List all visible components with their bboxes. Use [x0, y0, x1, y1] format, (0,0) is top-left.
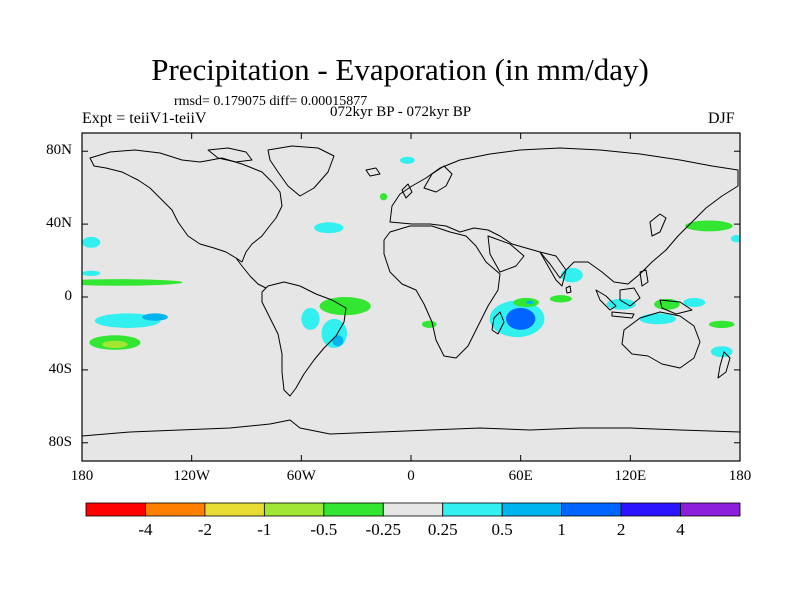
- colorbar-swatch: [145, 502, 206, 517]
- anomaly-patch: [639, 313, 677, 325]
- colorbar-label: 0.25: [427, 520, 458, 539]
- anomaly-patch: [506, 307, 536, 330]
- anomaly-patch: [708, 320, 735, 328]
- y-tick-label: 80S: [48, 433, 72, 450]
- anomaly-patch: [314, 222, 344, 234]
- coastline-africa: [383, 225, 501, 359]
- coastlines: [82, 145, 740, 437]
- colorbar-swatch: [263, 502, 325, 517]
- anomaly-patch: [549, 295, 572, 303]
- anomaly-patch: [142, 313, 168, 321]
- coastline-north-america: [89, 149, 283, 263]
- coastline-antarctica: [82, 419, 740, 437]
- coastline-india: [539, 251, 567, 287]
- coastline-greenland: [267, 145, 335, 197]
- coastline-arabia: [487, 235, 525, 273]
- colorbar-swatch: [382, 502, 444, 517]
- anomaly-patch: [82, 279, 183, 286]
- colorbar-label: -0.25: [365, 520, 401, 539]
- colorbar-swatch: [680, 502, 741, 517]
- y-tick-label: 40N: [46, 215, 72, 232]
- anomaly-patch: [301, 307, 320, 330]
- x-tick-label: 60E: [508, 468, 533, 484]
- anomaly-patch: [710, 346, 733, 358]
- anomaly-patch: [319, 297, 371, 316]
- anomaly-patch: [421, 320, 437, 328]
- x-tick-label: 180: [70, 468, 94, 484]
- coastline-sumatra: [595, 289, 617, 311]
- anomaly-patch: [102, 340, 128, 349]
- colorbar-swatch: [85, 502, 146, 517]
- colorbar: [85, 502, 741, 517]
- colorbar-swatch: [620, 502, 681, 517]
- coastline-british-isles: [401, 183, 413, 199]
- anomaly-patch: [526, 300, 534, 305]
- anomaly-patch: [560, 267, 583, 283]
- y-tick-label: 40S: [48, 360, 72, 377]
- anomaly-patch: [82, 236, 101, 248]
- x-tick-label: 180: [728, 468, 752, 484]
- x-tick-label: 60W: [286, 468, 316, 484]
- anomaly-patch: [82, 270, 101, 277]
- coastline-central-america: [235, 257, 267, 289]
- anomaly-patch: [493, 313, 505, 332]
- y-tick-label: 0: [64, 288, 73, 304]
- colorbar-label: -0.5: [310, 520, 338, 539]
- colorbar-swatch: [442, 502, 503, 517]
- axis-ticks: [81, 133, 741, 461]
- x-tick-label: 120W: [173, 468, 210, 484]
- coastline-java: [611, 311, 635, 319]
- anomaly-patch: [400, 156, 415, 164]
- colorbar-label: 0.5: [491, 520, 513, 539]
- colorbar-swatch: [561, 502, 622, 517]
- x-tick-label: 120E: [614, 468, 647, 484]
- coastline-philippines: [639, 269, 649, 287]
- coastline-madagascar: [491, 311, 505, 335]
- map-background: [82, 133, 740, 461]
- coastline-scandinavia: [423, 165, 453, 193]
- stats-text: rmsd= 0.179075 diff= 0.00015877: [174, 94, 368, 109]
- colorbar-swatch: [204, 502, 265, 517]
- coastline-borneo: [619, 287, 641, 307]
- experiment-label: Expt = teiiV1-teiiV: [82, 110, 207, 127]
- x-tick-label: 0: [407, 468, 415, 484]
- anomaly-patch: [683, 297, 706, 308]
- coastline-south-america: [261, 281, 347, 397]
- coastline-australia: [621, 311, 701, 369]
- coastline-sri-lanka: [565, 285, 572, 294]
- colorbar-label: 1: [557, 520, 566, 539]
- coastline-iceland: [365, 167, 381, 177]
- coastline-new-guinea: [659, 299, 693, 315]
- anomaly-patch: [379, 193, 388, 201]
- colorbar-label: -4: [138, 520, 153, 539]
- coastline-new-zealand: [717, 351, 731, 379]
- colorbar-label: 4: [676, 520, 685, 539]
- coastline-japan: [649, 213, 667, 237]
- anomaly-patch: [332, 335, 344, 347]
- colorbar-label: -1: [257, 520, 272, 539]
- colorbar-swatch: [323, 502, 384, 517]
- coastline-eurasia: [389, 147, 739, 285]
- colorbar-label: 2: [616, 520, 626, 539]
- anomaly-layer: [82, 156, 740, 358]
- y-tick-label: 80N: [46, 142, 72, 159]
- season-label: DJF: [708, 110, 735, 127]
- coastline-arctic-islands: [207, 147, 253, 163]
- anomaly-patch: [730, 235, 740, 243]
- anomaly-patch: [685, 220, 733, 232]
- colorbar-swatch: [501, 502, 563, 517]
- colorbar-label: -2: [197, 520, 212, 539]
- map-title: Precipitation - Evaporation (in mm/day): [151, 52, 649, 87]
- period-text: 072kyr BP - 072kyr BP: [330, 104, 472, 120]
